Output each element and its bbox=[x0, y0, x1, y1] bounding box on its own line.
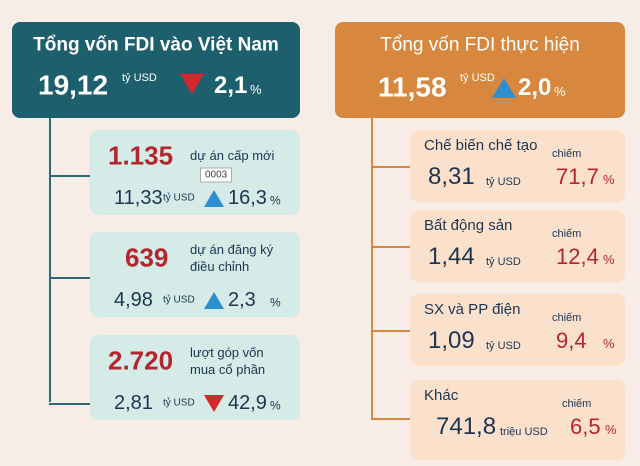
left-change: 2,1 bbox=[214, 71, 248, 99]
triangle-down bbox=[180, 74, 204, 94]
share: 6,5 bbox=[570, 413, 601, 439]
share-label: chiếm bbox=[552, 147, 582, 160]
count-label: dự án đăng ký bbox=[190, 241, 274, 257]
sector-name: Chế biến chế tạo bbox=[424, 136, 538, 154]
overlay-label: 0003 bbox=[200, 167, 233, 183]
count-label: mua cổ phần bbox=[190, 361, 266, 377]
right-header bbox=[335, 22, 625, 118]
count-label: lượt góp vốn bbox=[190, 344, 264, 360]
triangle-up bbox=[492, 78, 516, 98]
amount: 741,8 bbox=[436, 412, 497, 440]
left-title: Tổng vốn FDI vào Việt Nam bbox=[33, 34, 279, 56]
connector bbox=[371, 246, 411, 248]
connector bbox=[371, 418, 411, 420]
share-label: chiếm bbox=[552, 227, 582, 240]
right-amount: 11,58 bbox=[378, 71, 447, 103]
share-unit: % bbox=[603, 171, 615, 187]
share: 9,4 bbox=[556, 327, 587, 353]
amount: 2,81 bbox=[114, 392, 153, 414]
left-unit: tỷ USD bbox=[122, 71, 157, 84]
sector-name: Bất động sản bbox=[424, 216, 513, 234]
count: 639 bbox=[125, 242, 169, 273]
connector bbox=[49, 403, 91, 405]
amount: 8,31 bbox=[428, 162, 475, 190]
unit: tỷ USD bbox=[163, 397, 195, 409]
change-unit: % bbox=[270, 193, 281, 208]
left-change-unit: % bbox=[250, 81, 262, 97]
change-unit: % bbox=[270, 295, 281, 310]
amount: 1,09 bbox=[428, 326, 475, 354]
count-label: điều chỉnh bbox=[190, 258, 250, 274]
share-unit: % bbox=[603, 335, 615, 351]
unit: tỷ USD bbox=[486, 255, 521, 268]
share-unit: % bbox=[603, 251, 615, 267]
count: 1.135 bbox=[108, 140, 174, 171]
connector bbox=[371, 118, 373, 420]
triangle-down bbox=[204, 394, 224, 412]
unit: triệu USD bbox=[500, 425, 548, 438]
unit: tỷ USD bbox=[486, 339, 521, 352]
right-card bbox=[410, 380, 625, 460]
connector bbox=[49, 175, 91, 177]
left-card bbox=[90, 335, 300, 420]
sector-name: SX và PP điện bbox=[424, 300, 521, 318]
connector bbox=[49, 277, 91, 279]
right-change: 2,0 bbox=[518, 73, 552, 101]
right-card bbox=[410, 210, 625, 282]
connector bbox=[371, 166, 411, 168]
connector bbox=[49, 118, 51, 402]
left-card bbox=[90, 130, 300, 215]
change: 42,9 bbox=[228, 392, 267, 414]
left-amount: 19,12 bbox=[38, 69, 109, 101]
share-label: chiếm bbox=[552, 311, 582, 324]
change: 2,3 bbox=[228, 289, 256, 311]
left-header bbox=[12, 22, 300, 118]
right-title: Tổng vốn FDI thực hiện bbox=[380, 34, 580, 56]
right-card bbox=[410, 130, 625, 202]
count: 2.720 bbox=[108, 345, 174, 376]
right-card bbox=[410, 294, 625, 366]
count-label: dự án cấp mới bbox=[190, 147, 275, 163]
unit: tỷ USD bbox=[486, 175, 521, 188]
amount: 1,44 bbox=[428, 242, 475, 270]
change: 16,3 bbox=[228, 187, 267, 209]
change-unit: % bbox=[270, 398, 281, 413]
right-change-unit: % bbox=[554, 83, 566, 99]
unit: tỷ USD bbox=[163, 192, 195, 204]
triangle-up bbox=[204, 291, 224, 309]
triangle-up bbox=[204, 189, 224, 207]
amount: 4,98 bbox=[114, 289, 153, 311]
connector bbox=[371, 330, 411, 332]
sector-name: Khác bbox=[424, 386, 459, 404]
share-label: chiếm bbox=[562, 397, 592, 410]
amount: 11,33 bbox=[114, 187, 163, 209]
right-unit: tỷ USD bbox=[460, 71, 495, 84]
share: 71,7 bbox=[556, 163, 599, 189]
share: 12,4 bbox=[556, 243, 599, 269]
left-card bbox=[90, 232, 300, 317]
unit: tỷ USD bbox=[163, 294, 195, 306]
share-unit: % bbox=[605, 421, 617, 437]
